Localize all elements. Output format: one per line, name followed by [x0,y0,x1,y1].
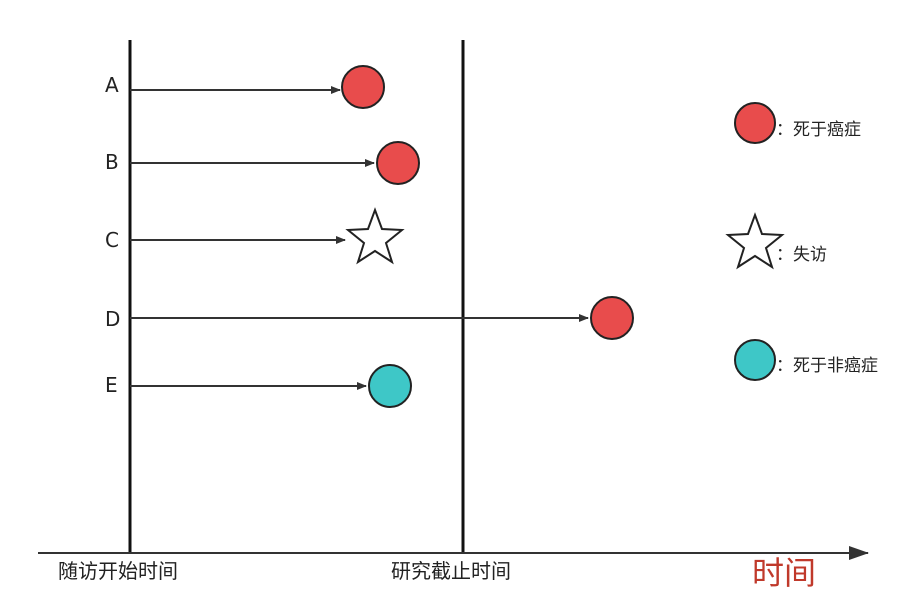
time-axis-label: 时间 [752,554,816,591]
lost-follow-up-star-c [345,207,405,265]
legend-lost-label: ：失访 [776,245,827,265]
cancer-death-marker-d [590,296,634,340]
cancer-death-marker-b [376,141,420,185]
subject-label-c: C [105,228,119,252]
legend-other-death-label: ：死于非癌症 [776,356,878,376]
cancer-death-marker-a [341,65,385,109]
subject-label-e: E [105,373,118,397]
follow-up-start-label: 随访开始时间 [58,559,178,583]
legend-other-death-icon [734,339,776,381]
legend-cancer-death-label: ：死于癌症 [776,120,861,140]
study-cutoff-label: 研究截止时间 [391,559,511,583]
other-death-marker-e [368,364,412,408]
subject-label-d: D [105,307,120,331]
subject-label-b: B [105,150,119,174]
legend-cancer-death-icon [734,102,776,144]
legend-lost-icon [725,212,785,270]
subject-label-a: A [105,73,119,97]
